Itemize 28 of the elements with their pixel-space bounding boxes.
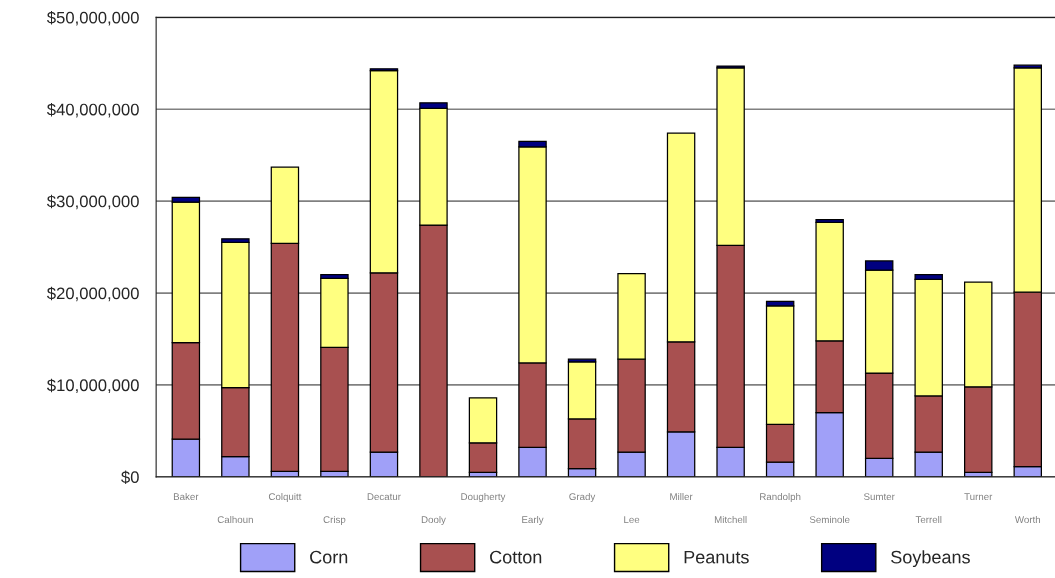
- x-tick-label: Crisp: [323, 515, 346, 525]
- x-tick-label: Decatur: [367, 493, 401, 501]
- x-tick-label: Dougherty: [461, 492, 506, 502]
- x-tick-label: Worth: [1014, 515, 1041, 524]
- x-tick-label: Grady: [569, 492, 596, 502]
- x-tick-label: Early: [522, 515, 544, 525]
- x-tick-label: Sumter: [863, 493, 895, 501]
- y-tick-label: $30,000,000: [46, 194, 139, 210]
- x-tick-label: Calhoun: [217, 515, 253, 524]
- y-tick-label: $40,000,000: [46, 102, 139, 118]
- x-tick-label: Dooly: [421, 515, 446, 525]
- legend-label: Cotton: [490, 550, 542, 564]
- x-tick-label: Seminole: [809, 515, 850, 524]
- x-tick-label: Baker: [173, 492, 199, 501]
- x-tick-label: Turner: [964, 493, 993, 501]
- x-tick-label: Terrell: [915, 515, 942, 524]
- x-tick-label: Colquitt: [268, 492, 302, 502]
- y-tick-label: $0: [121, 470, 139, 485]
- legend-label: Soybeans: [891, 550, 970, 568]
- y-tick-label: $10,000,000: [46, 378, 139, 394]
- legend-label: Corn: [310, 550, 348, 564]
- y-tick-label: $50,000,000: [46, 11, 139, 26]
- x-tick-label: Mitchell: [714, 515, 747, 524]
- x-tick-label: Randolph: [760, 492, 801, 502]
- y-tick-label: $20,000,000: [46, 286, 139, 302]
- x-tick-label: Miller: [670, 492, 693, 501]
- legend-label: Peanuts: [684, 550, 749, 564]
- x-tick-label: Lee: [624, 516, 640, 524]
